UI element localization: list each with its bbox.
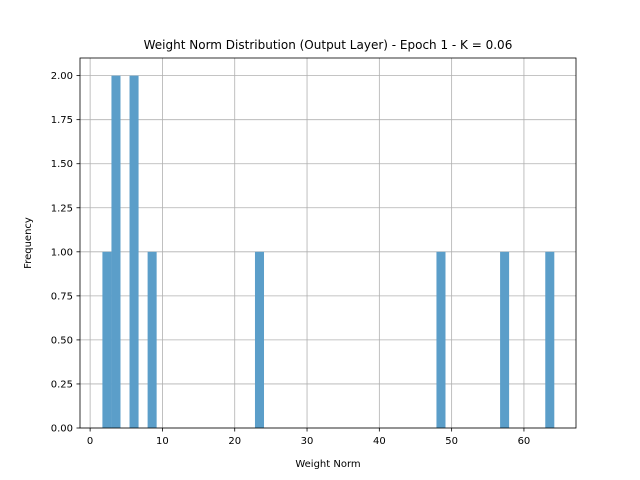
y-tick-label: 0.25	[51, 379, 73, 390]
histogram-bar	[147, 251, 157, 428]
y-tick-label: 1.50	[51, 159, 73, 170]
grid	[80, 58, 576, 429]
histogram-bar	[436, 251, 446, 428]
x-tick-label: 10	[156, 436, 169, 447]
histogram-bar	[500, 251, 510, 428]
x-tick-label: 0	[87, 436, 93, 447]
y-tick-label: 0.50	[51, 335, 73, 346]
y-tick-label: 0.75	[51, 291, 73, 302]
histogram-bar	[102, 251, 112, 428]
histogram-bar	[254, 251, 265, 428]
y-tick-label: 1.25	[51, 203, 73, 214]
bars	[102, 75, 555, 428]
y-tick-label: 1.00	[51, 247, 73, 258]
x-tick-label: 40	[373, 436, 386, 447]
x-tick-label: 20	[228, 436, 241, 447]
y-axis-ticks: 0.00 0.25 0.50 0.75 1.00 1.25 1.50 1.75 2.00	[51, 71, 80, 435]
y-tick-label: 1.75	[51, 115, 73, 126]
plot-frame	[79, 57, 577, 429]
x-tick-label: 60	[518, 436, 531, 447]
histogram-bar	[129, 75, 139, 428]
x-tick-label: 30	[301, 436, 314, 447]
x-axis-ticks: 0 10 20 30 40 50 60	[87, 428, 530, 447]
y-tick-label: 0.00	[51, 424, 73, 435]
histogram-bar	[111, 75, 121, 428]
y-tick-label: 2.00	[51, 71, 73, 82]
histogram-bar	[545, 251, 555, 428]
x-tick-label: 50	[445, 436, 458, 447]
y-axis-label: Frequency	[23, 217, 34, 269]
chart-title: Weight Norm Distribution (Output Layer) …	[144, 38, 513, 52]
x-axis-label: Weight Norm	[295, 459, 360, 470]
